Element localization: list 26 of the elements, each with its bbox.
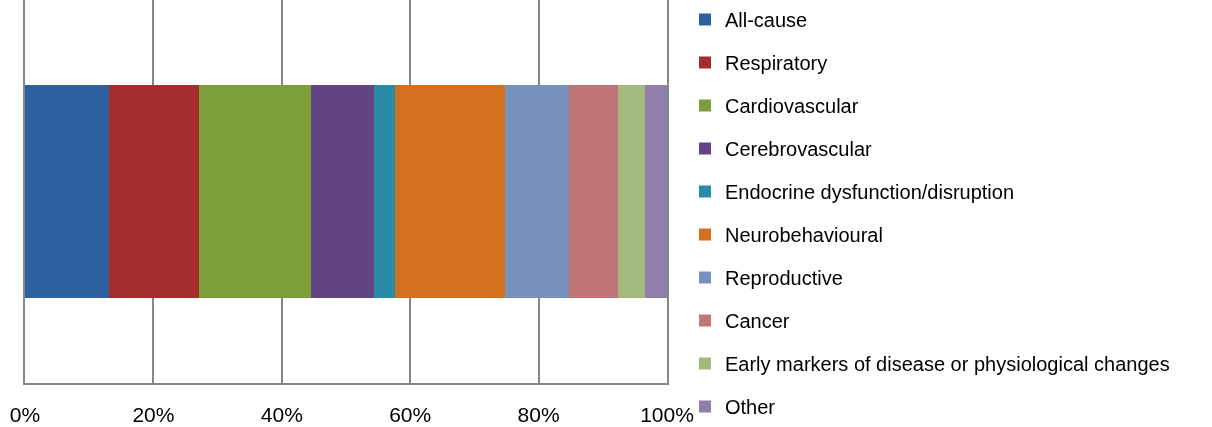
bar [25,85,110,298]
bar [373,85,395,298]
bar [645,85,667,298]
x-tick-label: 80% [517,402,560,426]
legend-label: Cancer [724,310,790,333]
bar [394,85,506,298]
bar [568,85,618,298]
x-tick-label: 0% [9,402,41,426]
legend-label: Endocrine dysfunction/disruption [724,181,1015,204]
legend-label: Cerebrovascular [724,138,873,161]
legend-label: Other [724,396,776,419]
bar [198,85,311,298]
bar [505,85,569,298]
bar [617,85,646,298]
legend-label: Respiratory [724,52,828,75]
x-tick-label: 20% [132,402,175,426]
legend-label: All-cause [724,9,808,32]
x-tick-label: 40% [260,402,303,426]
legend-label: Reproductive [724,267,843,290]
x-tick-label: 60% [389,402,432,426]
legend-label: Neurobehavioural [724,224,883,247]
bar [310,85,374,298]
bar [109,85,199,298]
x-tick-label: 100% [640,402,694,426]
legend-label: Cardiovascular [724,95,859,118]
legend-label: Early markers of disease or physiological changes [724,353,1170,376]
